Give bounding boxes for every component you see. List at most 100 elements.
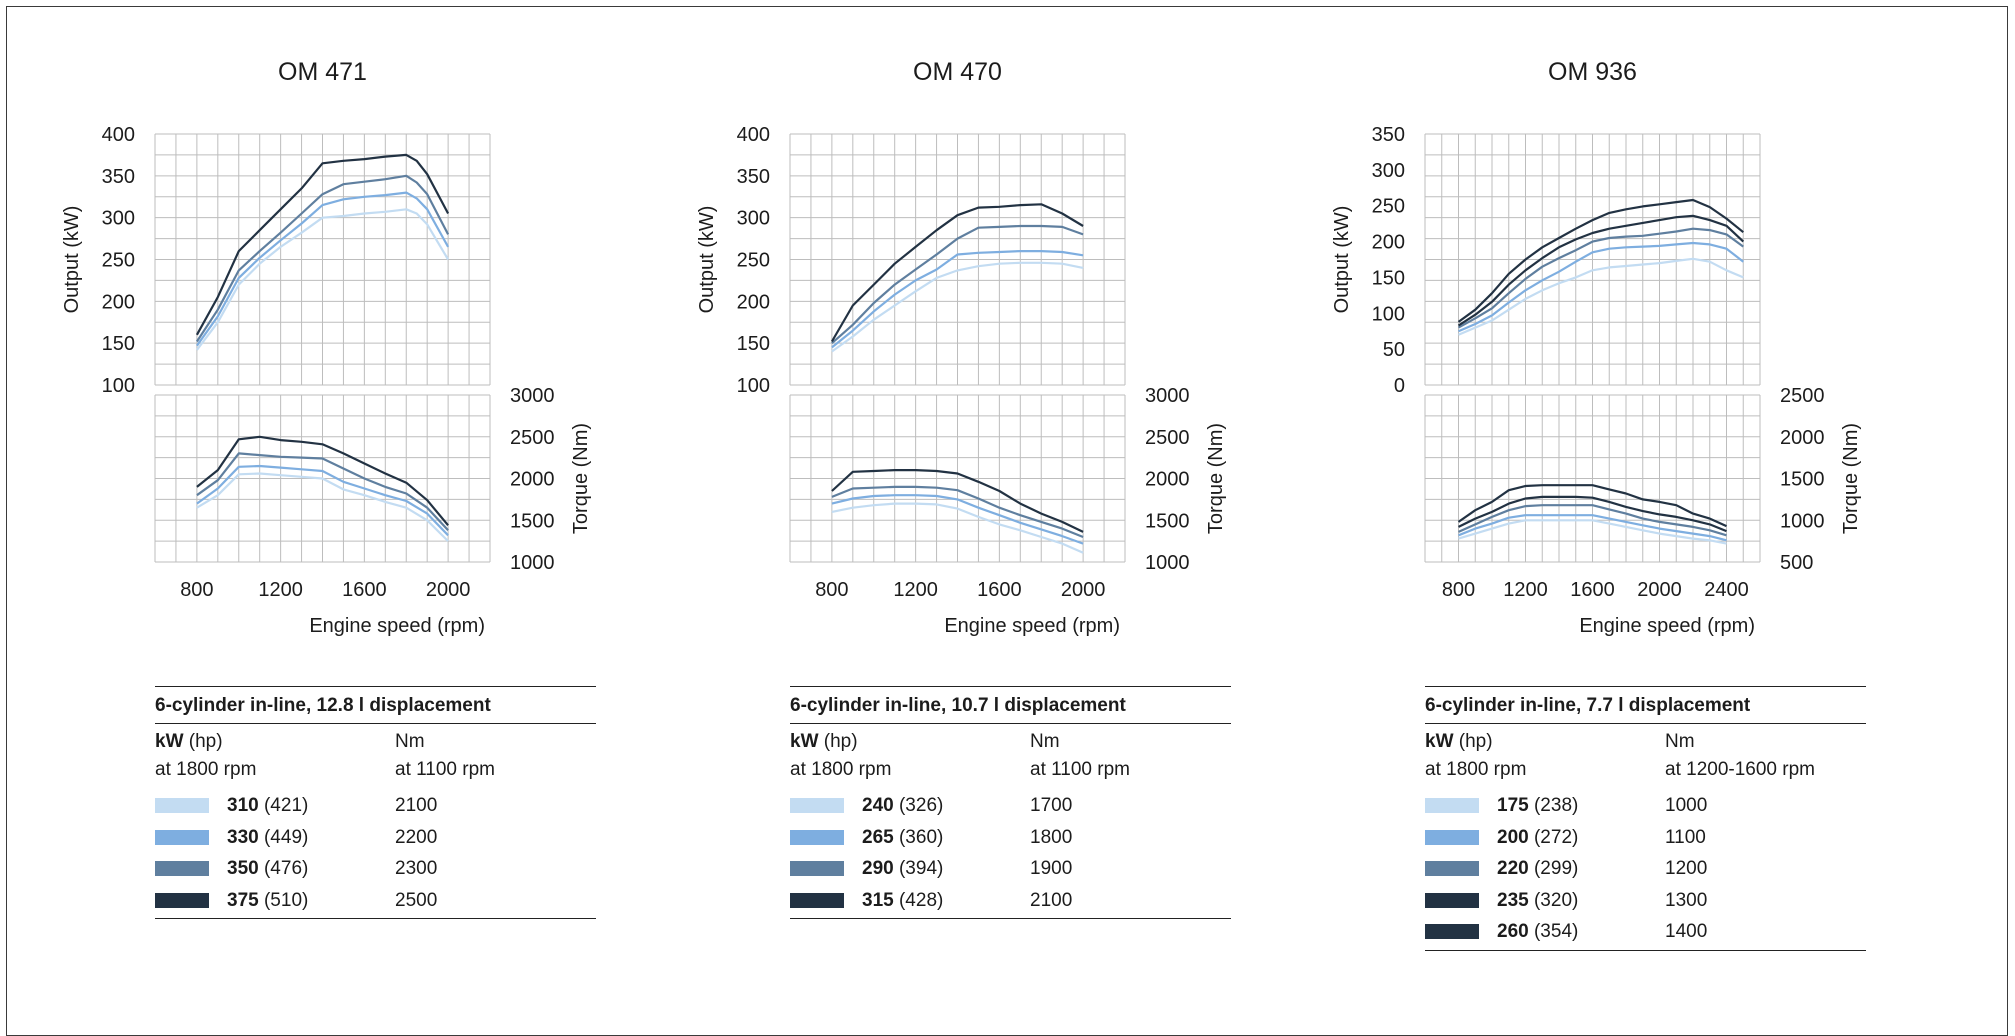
torque-y-tick-label: 2500 [510,427,555,449]
chart-svg: OM 471 100 150 200 250 300 350 400 1000 1500 2000 2… [61,58,592,637]
output-grid [1424,133,1761,386]
kw-number: 290 [862,858,894,879]
x-tick-label: 800 [815,579,848,601]
nm-column-header: Nm at 1200-1600 rpm [1665,731,1815,780]
output-axis-label: Output (kW) [61,206,83,314]
output-series-line [196,191,450,347]
torque-y-tick-label: 2000 [1145,469,1190,491]
output-y-tick-label: 350 [737,166,770,188]
nm-value: 1800 [1030,826,1073,848]
output-y-tick-label: 200 [737,291,770,313]
kw-value: 235 (320) [1425,885,1647,917]
spec-bottom-rule [1425,949,1866,951]
output-y-tick-label: 100 [1372,303,1405,325]
spec-bottom-rule [790,918,1231,919]
kw-number: 175 [1497,795,1529,816]
kw-column-header: kW (hp) at 1800 rpm [155,731,257,780]
output-y-tick-label: 150 [102,333,135,355]
x-tick-label: 2400 [1704,579,1749,601]
chart-title: OM 936 [1548,58,1637,86]
hp-value: (354) [1528,921,1579,942]
torque-y-tick-label: 1000 [1780,510,1825,532]
torque-y-tick-label: 3000 [1145,385,1190,407]
legend-swatch [1425,924,1479,939]
nm-value: 1400 [1665,921,1708,942]
kw-number: 375 [227,889,259,911]
legend-swatch [790,798,844,813]
nm-value: 1300 [1665,889,1708,911]
torque-series-line [831,502,1084,554]
legend-swatch [1425,861,1479,876]
spec-row: 290 (394) 1900 [790,853,1231,885]
torque-series-line [1457,484,1727,528]
spec-row: 310 (421) 2100 [155,790,596,822]
spec-title: 6-cylinder in-line, 12.8 l displacement [155,686,596,724]
torque-y-tick-label: 1000 [510,552,555,574]
torque-y-tick-label: 1500 [1145,510,1190,532]
spec-row: 315 (428) 2100 [790,885,1231,917]
kw-number: 240 [862,795,894,816]
chart-panel-om-471: OM 471 100 150 200 250 300 350 400 1000 1500 2000 2… [0,0,680,1022]
spec-row: 175 (238) 1000 [1425,790,1866,822]
x-axis-label: Engine speed (rpm) [944,615,1120,637]
torque-axis-label: Torque (Nm) [1205,423,1227,534]
hp-value: (476) [258,858,309,879]
torque-grid [789,394,1126,563]
torque-y-tick-label: 2500 [1145,427,1190,449]
nm-value: 2100 [395,795,438,816]
legend-swatch [790,861,844,876]
nm-value: 1100 [1665,826,1706,848]
nm-value: 1700 [1030,795,1073,816]
output-series-line [1457,214,1745,327]
torque-axis-label: Torque (Nm) [1840,423,1862,534]
output-series-line [196,208,450,351]
spec-title: 6-cylinder in-line, 7.7 l displacement [1425,686,1866,724]
kw-number: 200 [1497,826,1529,848]
spec-row: 375 (510) 2500 [155,885,596,917]
spec-row: 265 (360) 1800 [790,822,1231,854]
torque-y-tick-label: 500 [1780,552,1813,574]
output-series-line [831,250,1084,349]
hp-value: (428) [893,889,944,911]
legend-swatch [155,829,209,845]
kw-number: 220 [1497,858,1529,879]
output-y-tick-label: 300 [102,208,135,230]
output-grid [154,133,491,386]
output-y-tick-label: 300 [1372,160,1405,182]
kw-value: 265 (360) [790,822,1012,854]
kw-value: 220 (299) [1425,853,1647,885]
nm-column-header: Nm at 1100 rpm [395,731,495,780]
torque-y-tick-label: 2500 [1780,385,1825,407]
kw-unit: kW [1425,731,1454,752]
torque-y-tick-label: 1500 [510,510,555,532]
hp-value: (360) [893,826,944,848]
nm-value: 1000 [1665,795,1708,816]
x-tick-label: 1600 [342,579,387,601]
kw-number: 235 [1497,889,1529,911]
kw-value: 330 (449) [155,822,377,854]
torque-y-tick-label: 1500 [1780,469,1825,491]
spec-row: 220 (299) 1200 [1425,853,1866,885]
output-grid [789,133,1126,386]
torque-series-line [831,469,1084,533]
x-tick-label: 1200 [893,579,938,601]
nm-value: 2100 [1030,889,1073,911]
spec-column-headers: kW (hp) at 1800 rpm Nm at 1100 rpm [790,728,1231,790]
output-y-tick-label: 300 [737,208,770,230]
nm-value: 1900 [1030,858,1073,879]
spec-table: 6-cylinder in-line, 10.7 l displacement k… [790,686,1231,919]
output-y-tick-label: 100 [102,375,135,397]
spec-row: 350 (476) 2300 [155,853,596,885]
output-y-tick-label: 150 [1372,267,1405,289]
kw-value: 310 (421) [155,790,377,822]
chart-svg: OM 936 0 50 100 150 200 250 300 350 500 1000 1500 20… [1331,58,1862,637]
spec-row: 235 (320) 1300 [1425,885,1866,917]
spec-row: 200 (272) 1100 [1425,822,1866,854]
spec-row: 330 (449) 2200 [155,822,596,854]
kw-unit: kW [155,731,184,752]
hp-value: (326) [893,795,944,816]
output-y-tick-label: 350 [102,166,135,188]
kw-column-header: kW (hp) at 1800 rpm [1425,731,1527,780]
output-axis-label: Output (kW) [1331,206,1353,314]
hp-value: (272) [1528,826,1579,848]
